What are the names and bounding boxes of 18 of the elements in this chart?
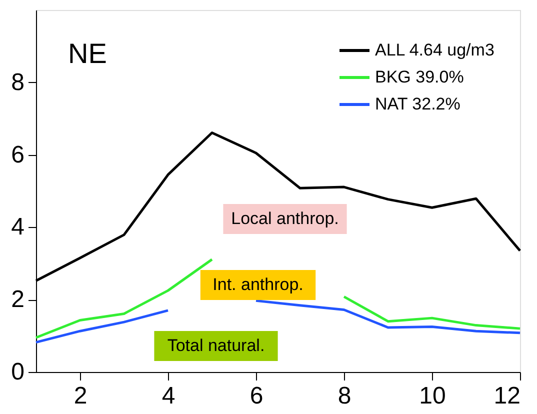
y-tick-label: 0 bbox=[11, 358, 24, 386]
legend-label: BKG 39.0% bbox=[375, 68, 464, 86]
x-tick-label: 8 bbox=[338, 382, 352, 410]
x-tick-label: 4 bbox=[162, 382, 176, 410]
annotation: Int. anthrop. bbox=[212, 275, 304, 294]
x-tick-label: 6 bbox=[250, 382, 264, 410]
y-tick-label: 6 bbox=[11, 141, 24, 168]
x-tick-label: 12 bbox=[494, 382, 520, 410]
y-tick-label: 8 bbox=[11, 68, 24, 96]
y-tick-label: 4 bbox=[11, 214, 24, 241]
x-tick-label: 10 bbox=[419, 382, 446, 410]
annotation: Total natural. bbox=[167, 336, 265, 355]
annotation: Local anthrop. bbox=[231, 209, 339, 228]
y-tick-label: 2 bbox=[11, 286, 24, 314]
legend-label: ALL 4.64 ug/m3 bbox=[375, 40, 494, 60]
x-tick-label: 2 bbox=[74, 382, 88, 410]
legend-label: NAT 32.2% bbox=[375, 94, 460, 114]
text: NE bbox=[68, 38, 107, 69]
